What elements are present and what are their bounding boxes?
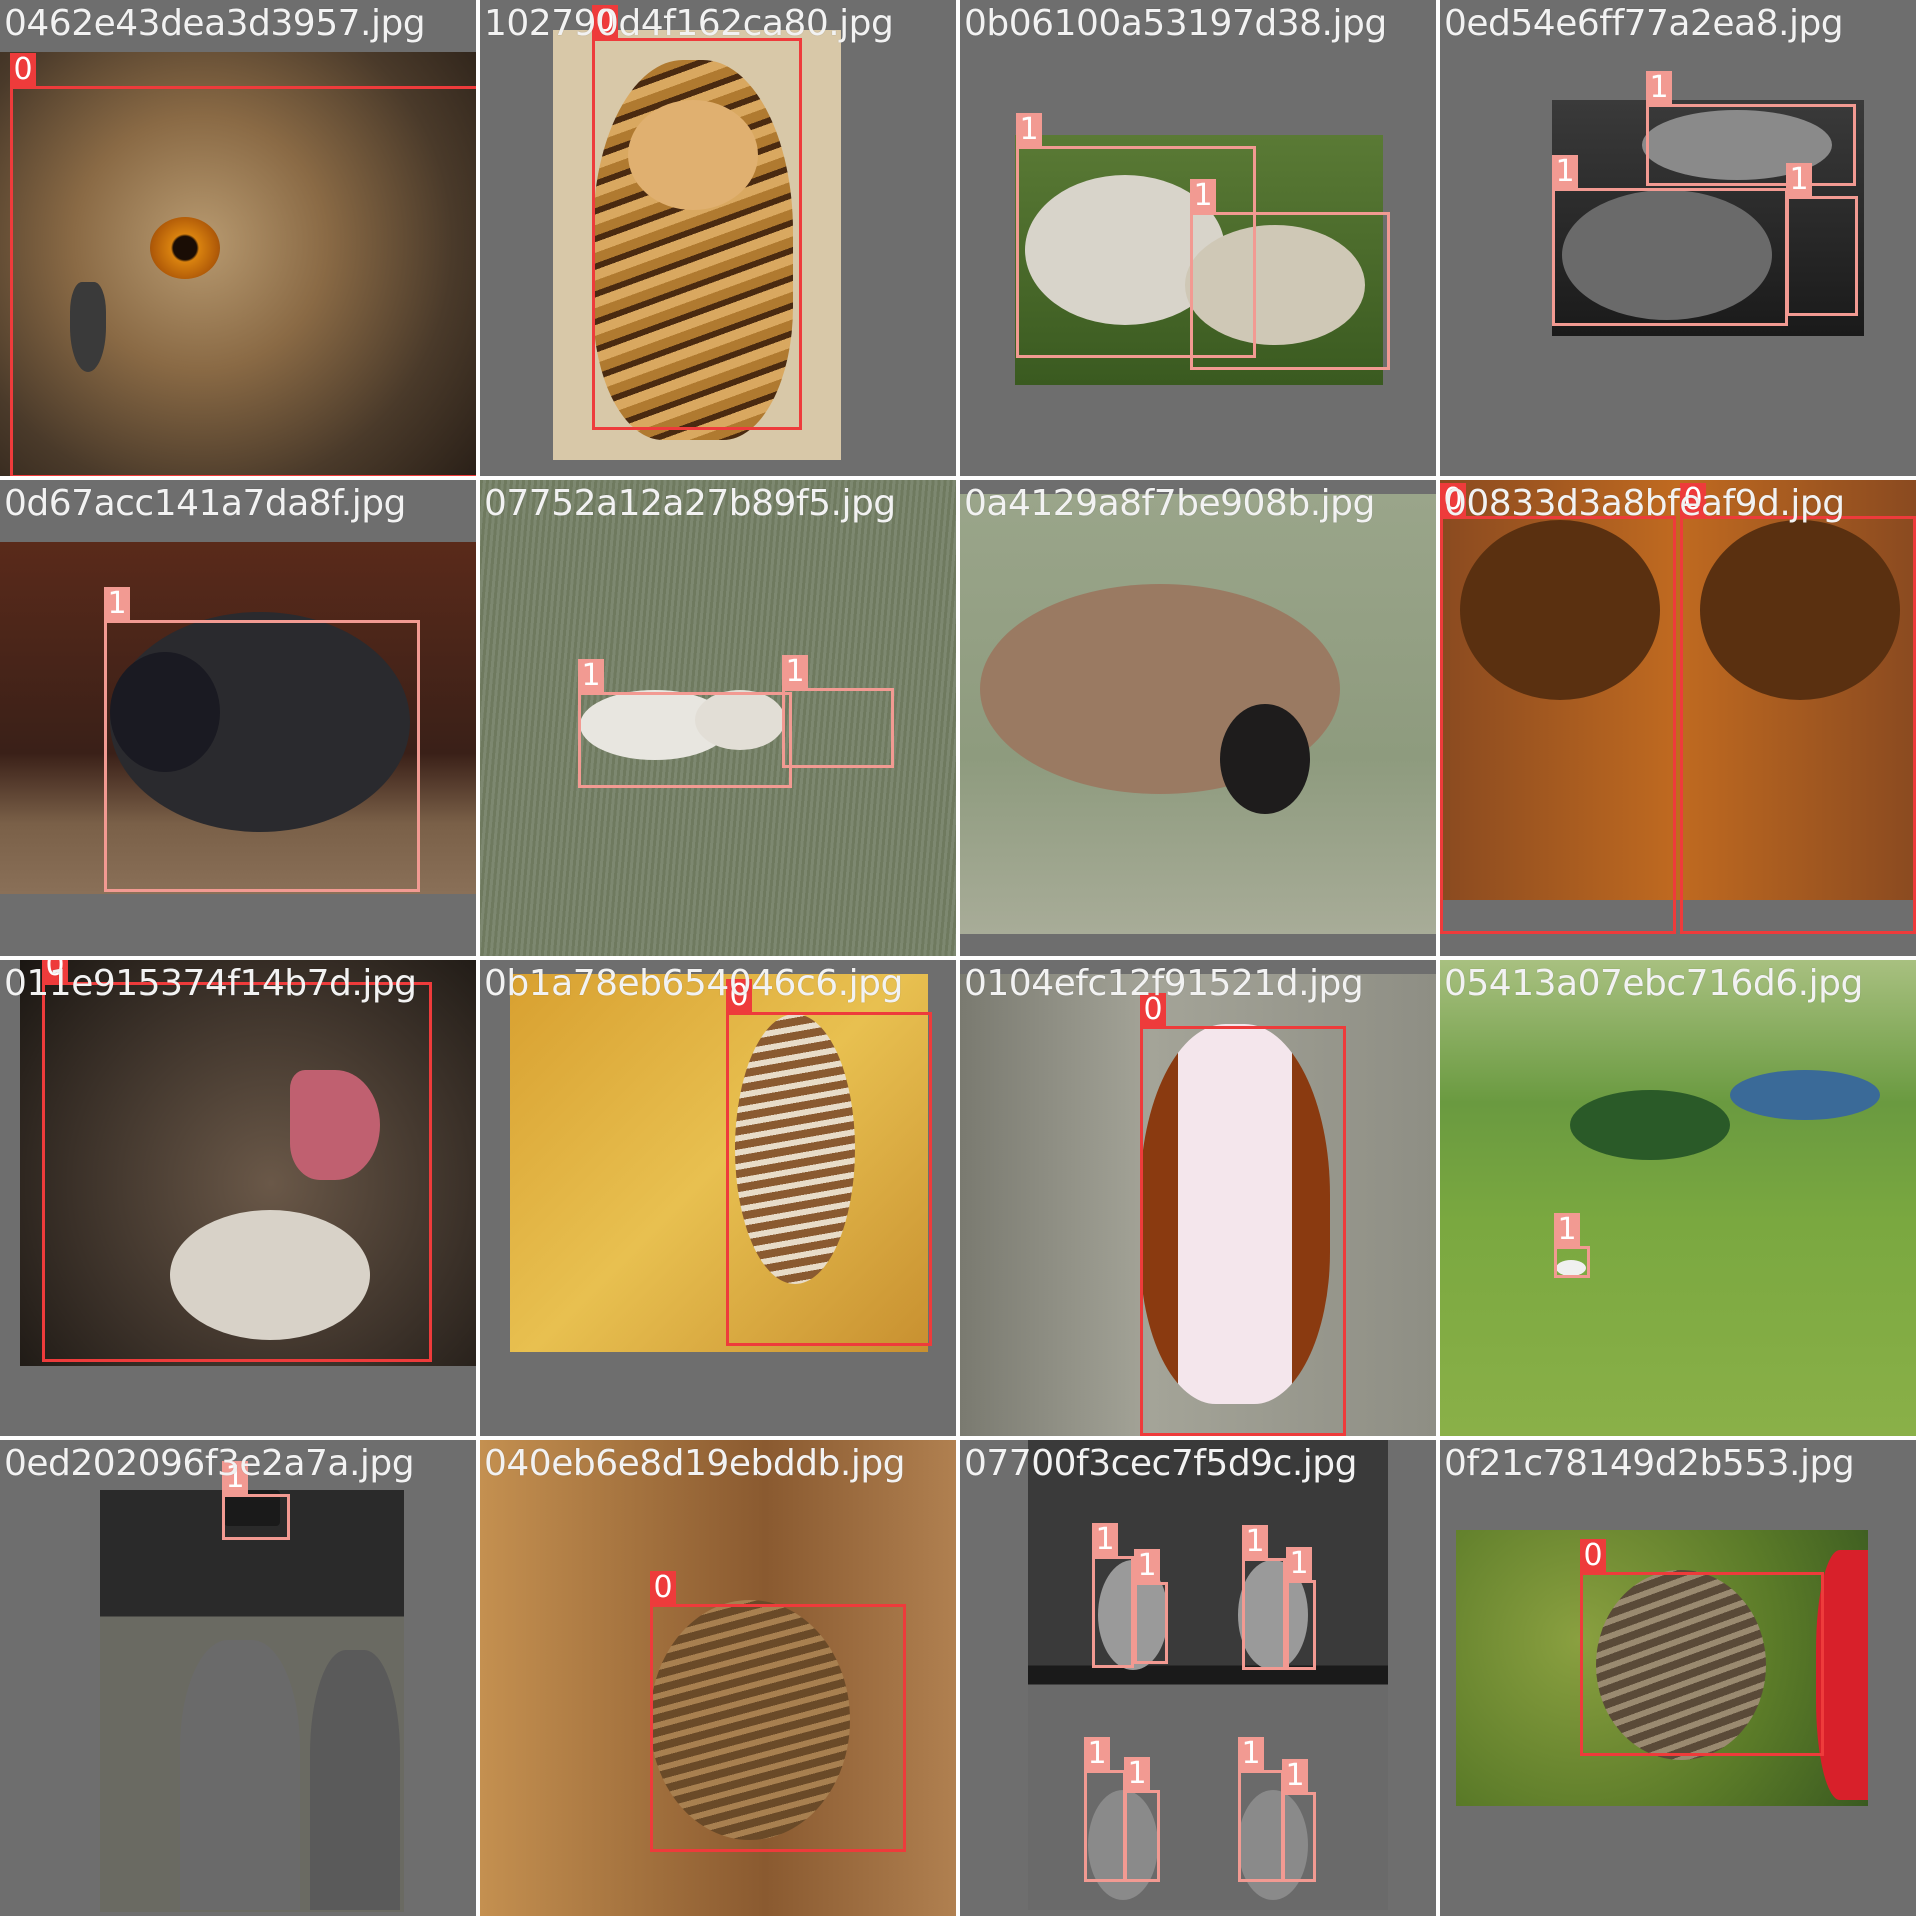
- detection-box[interactable]: 1: [1552, 188, 1788, 326]
- tile[interactable]: 07700f3cec7f5d9c.jpg 1 1 1 1 1 1 1 1: [960, 1440, 1436, 1916]
- tile[interactable]: 0104efc12f91521d.jpg 0: [960, 960, 1436, 1436]
- tile-photo: [100, 1490, 404, 1912]
- class-label: 1: [1092, 1523, 1118, 1557]
- class-label: 1: [104, 587, 130, 621]
- tile[interactable]: 011e915374f14b7d.jpg 0: [0, 960, 476, 1436]
- class-label: 1: [1134, 1549, 1160, 1583]
- detection-box[interactable]: 1: [1134, 1582, 1168, 1664]
- class-label: 1: [1084, 1737, 1110, 1771]
- detection-box[interactable]: 0: [1580, 1572, 1824, 1756]
- detection-box[interactable]: 1: [1242, 1558, 1286, 1670]
- class-label: 1: [1282, 1759, 1308, 1793]
- tile[interactable]: 07752a12a27b89f5.jpg 1 1: [480, 480, 956, 956]
- class-label: 1: [1190, 179, 1216, 213]
- detection-box[interactable]: 0: [42, 982, 432, 1362]
- class-label: 1: [1646, 71, 1672, 105]
- tile-filename: 0104efc12f91521d.jpg: [964, 964, 1363, 1004]
- tile-filename: 102790d4f162ca80.jpg: [484, 4, 893, 44]
- tile[interactable]: 0f21c78149d2b553.jpg 0: [1440, 1440, 1916, 1916]
- tile-filename: 040eb6e8d19ebddb.jpg: [484, 1444, 905, 1484]
- class-label: 1: [782, 655, 808, 689]
- detection-box[interactable]: 0: [592, 38, 802, 430]
- detection-box[interactable]: 0: [1140, 1026, 1346, 1436]
- tile-filename: 05413a07ebc716d6.jpg: [1444, 964, 1863, 1004]
- detection-box[interactable]: 1: [1786, 196, 1858, 316]
- tile[interactable]: 0ed202096f3e2a7a.jpg 1: [0, 1440, 476, 1916]
- tile[interactable]: 0b1a78eb654046c6.jpg 0: [480, 960, 956, 1436]
- tile-filename: 0462e43dea3d3957.jpg: [4, 4, 425, 44]
- tile[interactable]: 040eb6e8d19ebddb.jpg 0: [480, 1440, 956, 1916]
- tile-filename: 0d67acc141a7da8f.jpg: [4, 484, 406, 524]
- tile-filename: 0ed54e6ff77a2ea8.jpg: [1444, 4, 1843, 44]
- detection-box[interactable]: 0: [1440, 516, 1676, 934]
- detection-box[interactable]: 0: [650, 1604, 906, 1852]
- tile-filename: 011e915374f14b7d.jpg: [4, 964, 417, 1004]
- class-label: 1: [1552, 155, 1578, 189]
- class-label: 1: [1242, 1525, 1268, 1559]
- detection-box[interactable]: 1: [1084, 1770, 1126, 1882]
- detection-box[interactable]: 0: [1680, 516, 1916, 934]
- tile-filename: 07752a12a27b89f5.jpg: [484, 484, 896, 524]
- class-label: 1: [578, 659, 604, 693]
- tile-filename: 0a4129a8f7be908b.jpg: [964, 484, 1375, 524]
- tile[interactable]: 0ed54e6ff77a2ea8.jpg 1 1 1: [1440, 0, 1916, 476]
- class-label: 1: [1238, 1737, 1264, 1771]
- tile-photo: [1028, 1440, 1388, 1910]
- detection-box[interactable]: 0: [726, 1012, 932, 1346]
- detection-box[interactable]: 1: [222, 1494, 290, 1540]
- detection-box[interactable]: 1: [782, 688, 894, 768]
- class-label: 0: [10, 53, 36, 87]
- tile[interactable]: 0d67acc141a7da8f.jpg 1: [0, 480, 476, 956]
- tile[interactable]: 102790d4f162ca80.jpg 0: [480, 0, 956, 476]
- detection-box[interactable]: 1: [1554, 1246, 1590, 1278]
- detection-box[interactable]: 1: [104, 620, 420, 892]
- tile[interactable]: 00833d3a8bfeaf9d.jpg 0 0: [1440, 480, 1916, 956]
- detection-box[interactable]: 1: [1282, 1792, 1316, 1882]
- detection-box[interactable]: 1: [1124, 1790, 1160, 1882]
- detection-box[interactable]: 0: [10, 86, 476, 476]
- class-label: 0: [650, 1571, 676, 1605]
- person: [180, 1640, 300, 1910]
- class-label: 1: [1124, 1757, 1150, 1791]
- tile-filename: 0b06100a53197d38.jpg: [964, 4, 1387, 44]
- lake: [1730, 1070, 1880, 1120]
- tile[interactable]: 0b06100a53197d38.jpg 1 1: [960, 0, 1436, 476]
- tile-filename: 00833d3a8bfeaf9d.jpg: [1444, 484, 1845, 524]
- detection-box[interactable]: 1: [1286, 1580, 1316, 1670]
- class-label: 0: [1580, 1539, 1606, 1573]
- detection-box[interactable]: 1: [1092, 1556, 1134, 1668]
- calf: [1220, 704, 1310, 814]
- person: [310, 1650, 400, 1910]
- detection-box[interactable]: 1: [1238, 1770, 1284, 1882]
- tile-photo: [1440, 960, 1916, 1436]
- tile-filename: 07700f3cec7f5d9c.jpg: [964, 1444, 1357, 1484]
- class-label: 1: [1286, 1547, 1312, 1581]
- tile-photo: [960, 494, 1436, 934]
- detection-box[interactable]: 1: [1646, 104, 1856, 186]
- class-label: 1: [1016, 113, 1042, 147]
- detection-box[interactable]: 1: [578, 692, 792, 788]
- detection-box[interactable]: 1: [1190, 212, 1390, 370]
- tile[interactable]: 0a4129a8f7be908b.jpg: [960, 480, 1436, 956]
- class-label: 1: [1786, 163, 1812, 197]
- tile-filename: 0b1a78eb654046c6.jpg: [484, 964, 903, 1004]
- trees: [1570, 1090, 1730, 1160]
- tile[interactable]: 0462e43dea3d3957.jpg 0: [0, 0, 476, 476]
- tile-filename: 0ed202096f3e2a7a.jpg: [4, 1444, 414, 1484]
- tile[interactable]: 05413a07ebc716d6.jpg 1: [1440, 960, 1916, 1436]
- tile-filename: 0f21c78149d2b553.jpg: [1444, 1444, 1854, 1484]
- class-label: 1: [1554, 1213, 1580, 1247]
